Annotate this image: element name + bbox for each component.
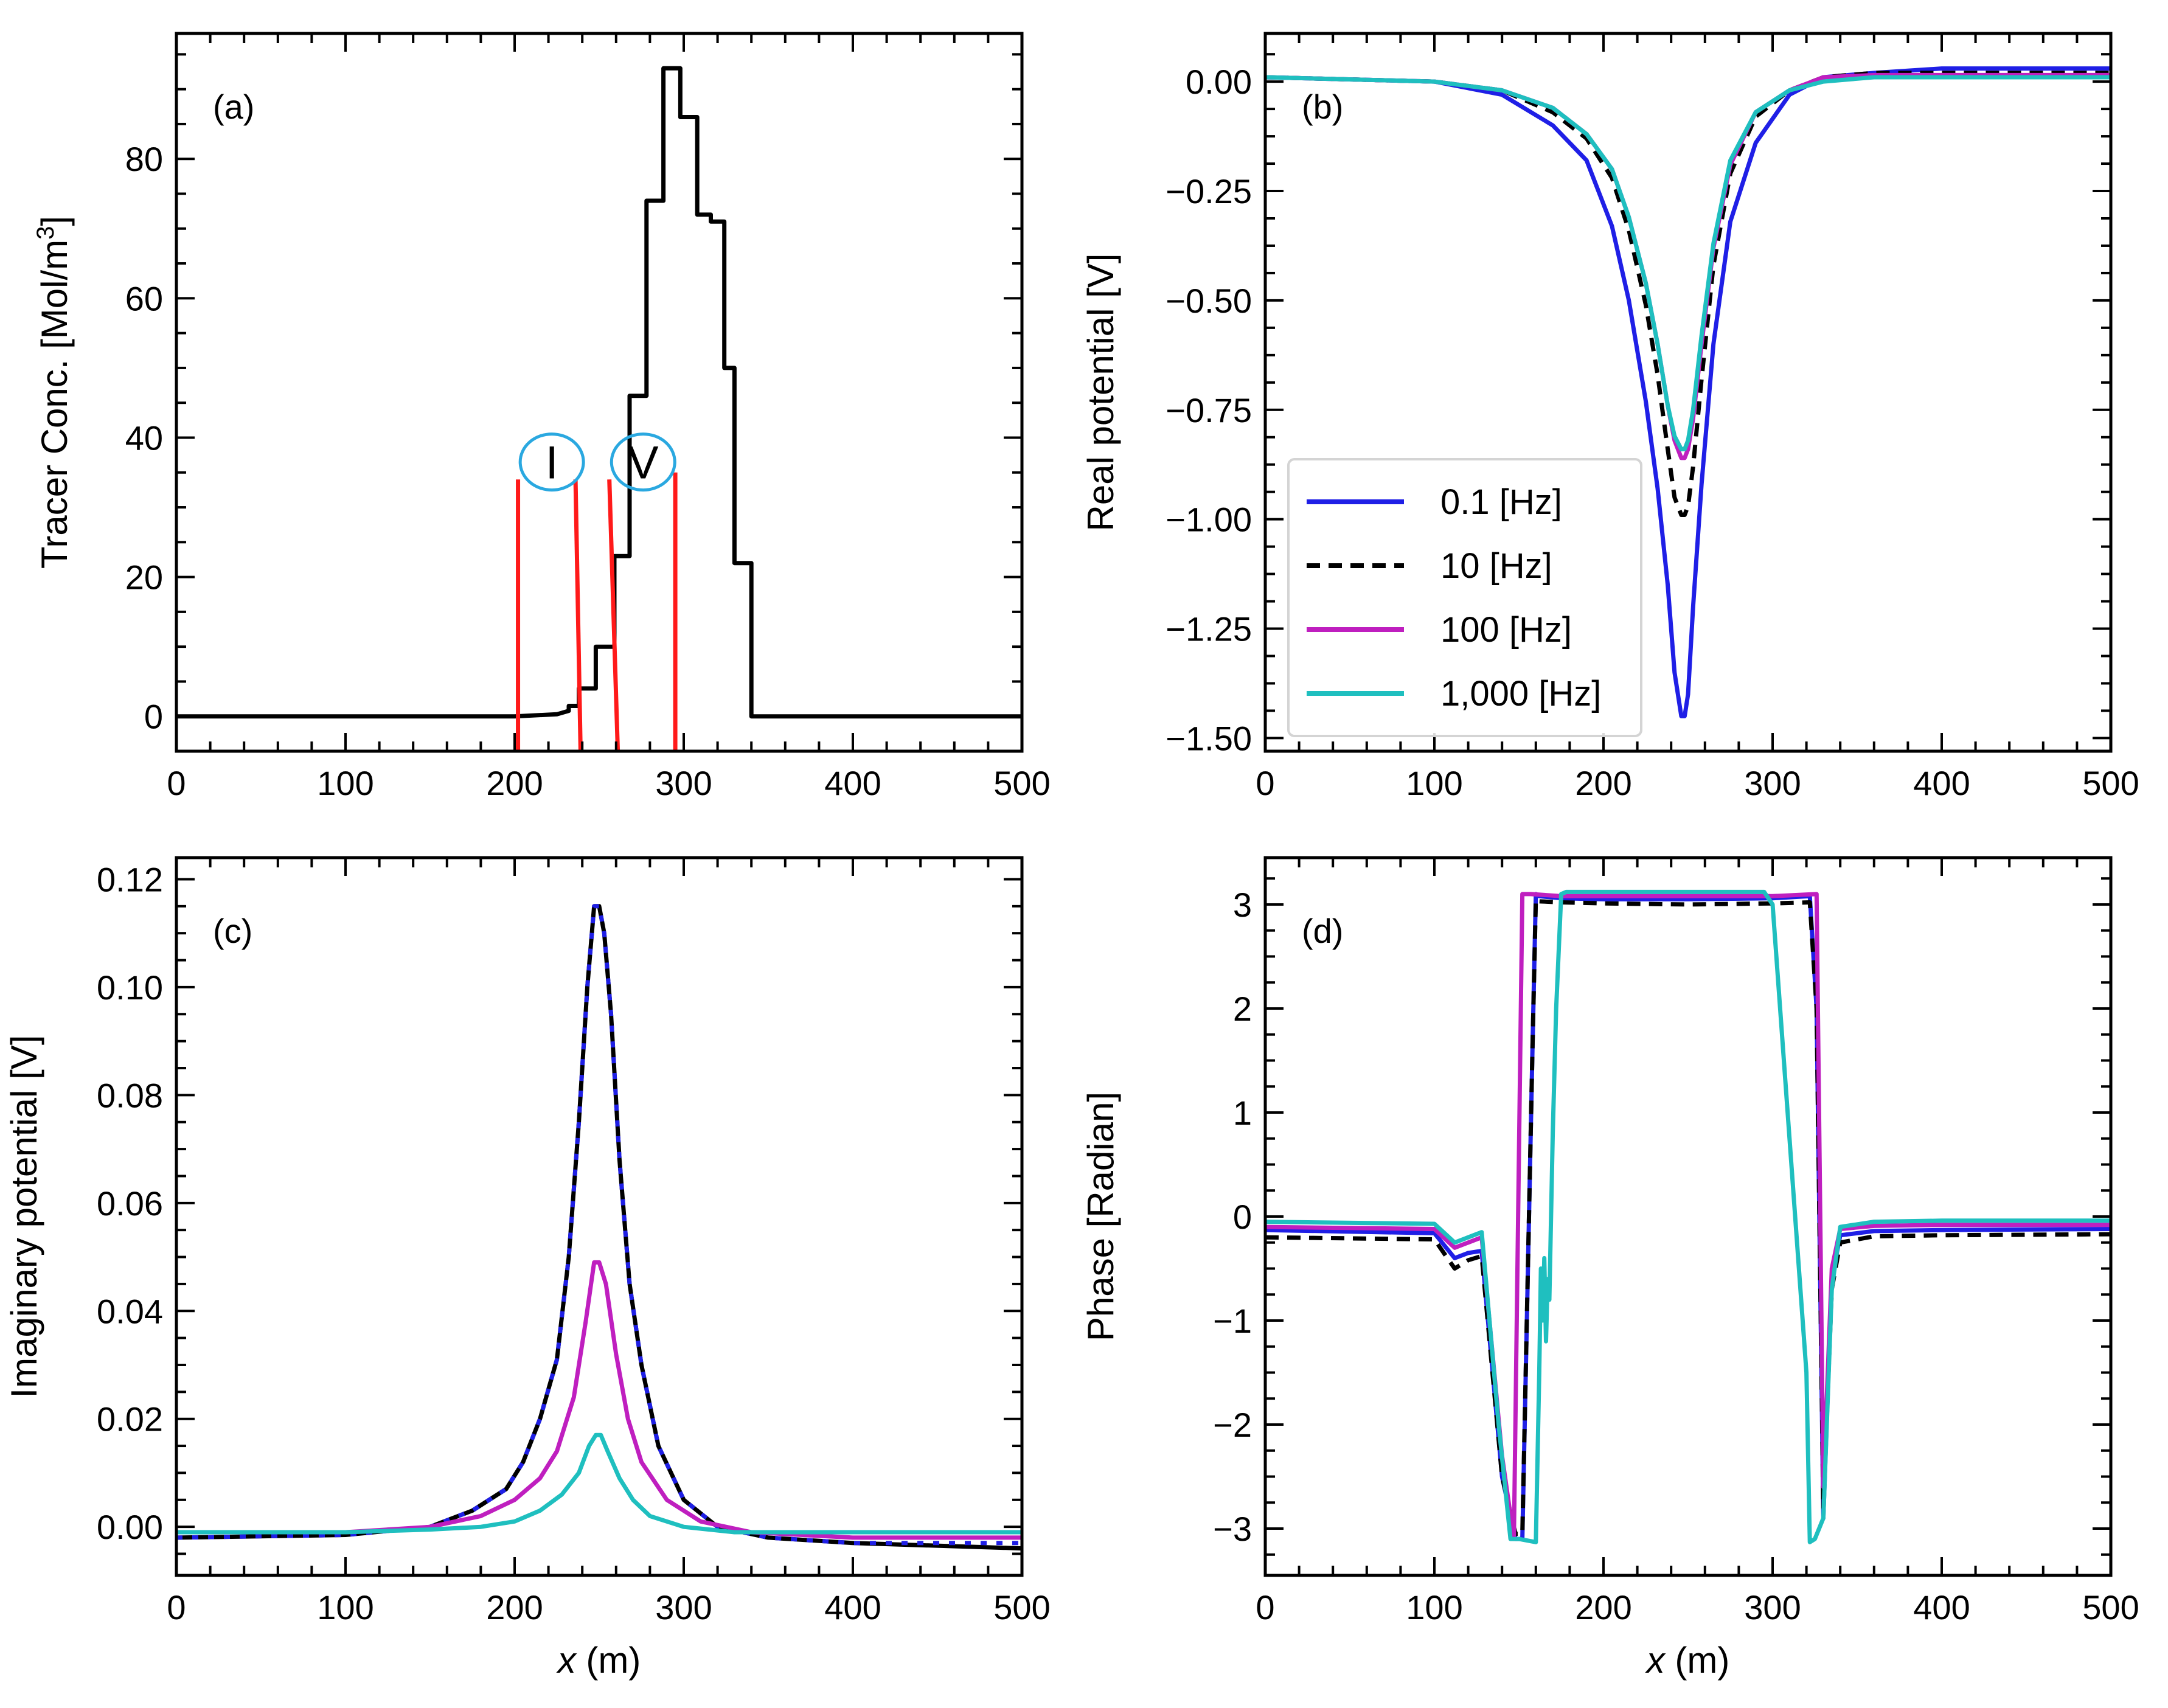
x-tick-label: 200 [486, 1588, 543, 1626]
x-tick-label: 400 [824, 764, 881, 802]
y-tick-label: 0.12 [97, 860, 163, 898]
legend-label: 100 [Hz] [1440, 610, 1572, 650]
annotation-label: V [628, 437, 659, 489]
y-tick-label: 0.00 [97, 1508, 163, 1546]
series-group [1265, 66, 2111, 718]
series-line-b-0 [1265, 66, 2111, 718]
x-tick-label: 400 [1913, 764, 1970, 802]
x-axis-label: x (m) [556, 1640, 641, 1681]
y-tick-label: 3 [1233, 886, 1252, 924]
annotation-circle [518, 432, 585, 492]
panel-label: (a) [213, 88, 254, 126]
legend-label: 1,000 [Hz] [1440, 674, 1601, 713]
y-tick-label: −0.75 [1166, 391, 1252, 429]
red-marker-line [573, 479, 583, 751]
y-tick-label: −0.25 [1166, 172, 1252, 210]
y-tick-label: 2 [1233, 990, 1252, 1028]
x-tick-label: 100 [1406, 1588, 1462, 1626]
axes-frame [1263, 856, 2113, 1577]
x-tick-label: 200 [1575, 764, 1631, 802]
axes-frame [175, 856, 1024, 1577]
y-tick-label: 1 [1233, 1094, 1252, 1132]
y-tick-label: 0 [144, 698, 163, 736]
y-axis-label: Real potential [V] [1080, 254, 1121, 532]
x-tick-label: 0 [167, 764, 186, 802]
series-line-c-2 [176, 1260, 1022, 1540]
panel-d: 0 100 200 300 400 500 −3 −2 −1 0 1 2 3 (d) Phase [Radi… [1080, 856, 2139, 1681]
series-line-b-2 [1265, 72, 2111, 460]
panel-label: (d) [1302, 912, 1343, 950]
series-line-c-3 [176, 1432, 1022, 1535]
x-tick-label: 500 [2082, 1588, 2139, 1626]
legend-label: 10 [Hz] [1440, 546, 1552, 586]
axes-frame [175, 32, 1024, 753]
y-tick-label: −3 [1213, 1510, 1252, 1548]
series-line-d-0 [1265, 892, 2111, 1541]
x-tick-label: 200 [486, 764, 543, 802]
y-tick-label: −1.50 [1166, 719, 1252, 757]
y-tick-label: 20 [125, 558, 163, 597]
red-marker-line [607, 479, 620, 751]
annotation-label: I [546, 437, 558, 489]
x-axis-label: x (m) [1645, 1640, 1730, 1681]
series-line-d-3 [1265, 889, 2111, 1544]
panel-label: (c) [213, 912, 252, 950]
y-axis-label: Tracer Conc. [Mol/m3] [32, 216, 75, 569]
panel-b: 0 100 200 300 400 500 0.00 −0.25 −0.50 −0.75 −1.00… [1080, 32, 2139, 802]
x-tick-label: 500 [993, 1588, 1050, 1626]
x-tick-label: 300 [1744, 764, 1801, 802]
series-line-c-0 [176, 904, 1022, 1551]
x-tick-label: 300 [1744, 1588, 1801, 1626]
x-tick-label: 400 [824, 1588, 881, 1626]
x-tick-label: 300 [655, 764, 712, 802]
x-tick-label: 500 [993, 764, 1050, 802]
series-group [176, 66, 1022, 751]
panel-label: (b) [1302, 88, 1343, 126]
axes-frame [1263, 32, 2113, 753]
y-tick-label: −1.00 [1166, 501, 1252, 539]
y-tick-label: 0.10 [97, 968, 163, 1007]
panel-a: I V 0 100 200 300 400 500 0 20 40 60 80 (a) Tracer Con… [32, 32, 1051, 802]
legend-label: 0.1 [Hz] [1440, 482, 1562, 522]
x-tick-label: 100 [317, 1588, 373, 1626]
y-tick-label: 40 [125, 418, 163, 457]
x-tick-label: 0 [1256, 1588, 1274, 1626]
series-line-d-2 [1265, 892, 2111, 1541]
y-axis-label: Imaginary potential [V] [4, 1035, 44, 1398]
legend-box [1287, 458, 1642, 737]
series-line-a-0 [176, 66, 1022, 719]
x-tick-label: 300 [655, 1588, 712, 1626]
y-tick-label: −2 [1213, 1406, 1252, 1444]
x-tick-label: 400 [1913, 1588, 1970, 1626]
y-tick-label: −0.50 [1166, 282, 1252, 320]
y-tick-label: 0.00 [1186, 63, 1252, 101]
panel-c: 0 100 200 300 400 500 0.00 0.02 0.04 0.06 0.08 0.10… [4, 856, 1051, 1681]
y-tick-label: −1.25 [1166, 610, 1252, 648]
y-tick-label: 80 [125, 140, 163, 178]
x-tick-label: 0 [167, 1588, 186, 1626]
x-tick-label: 100 [1406, 764, 1462, 802]
x-tick-label: 100 [317, 764, 373, 802]
series-line-d-1 [1265, 897, 2111, 1536]
y-tick-label: −1 [1213, 1302, 1252, 1340]
series-group [176, 904, 1022, 1551]
y-tick-label: 0.06 [97, 1184, 163, 1223]
x-tick-label: 0 [1256, 764, 1274, 802]
y-tick-label: 0 [1233, 1198, 1252, 1236]
y-tick-label: 0.02 [97, 1400, 163, 1439]
x-tick-label: 200 [1575, 1588, 1631, 1626]
y-tick-label: 60 [125, 279, 163, 318]
annotation-circle [610, 432, 676, 492]
y-tick-label: 0.08 [97, 1076, 163, 1114]
series-line-b-3 [1265, 75, 2111, 451]
legend: 0.1 [Hz] 10 [Hz] 100 [Hz] 1,000 [Hz] [1287, 458, 1642, 737]
series-line-c-1 [176, 904, 1022, 1546]
y-tick-label: 0.04 [97, 1292, 163, 1330]
x-tick-label: 500 [2082, 764, 2139, 802]
series-group [1265, 889, 2111, 1544]
y-axis-label: Phase [Radian] [1080, 1092, 1121, 1341]
